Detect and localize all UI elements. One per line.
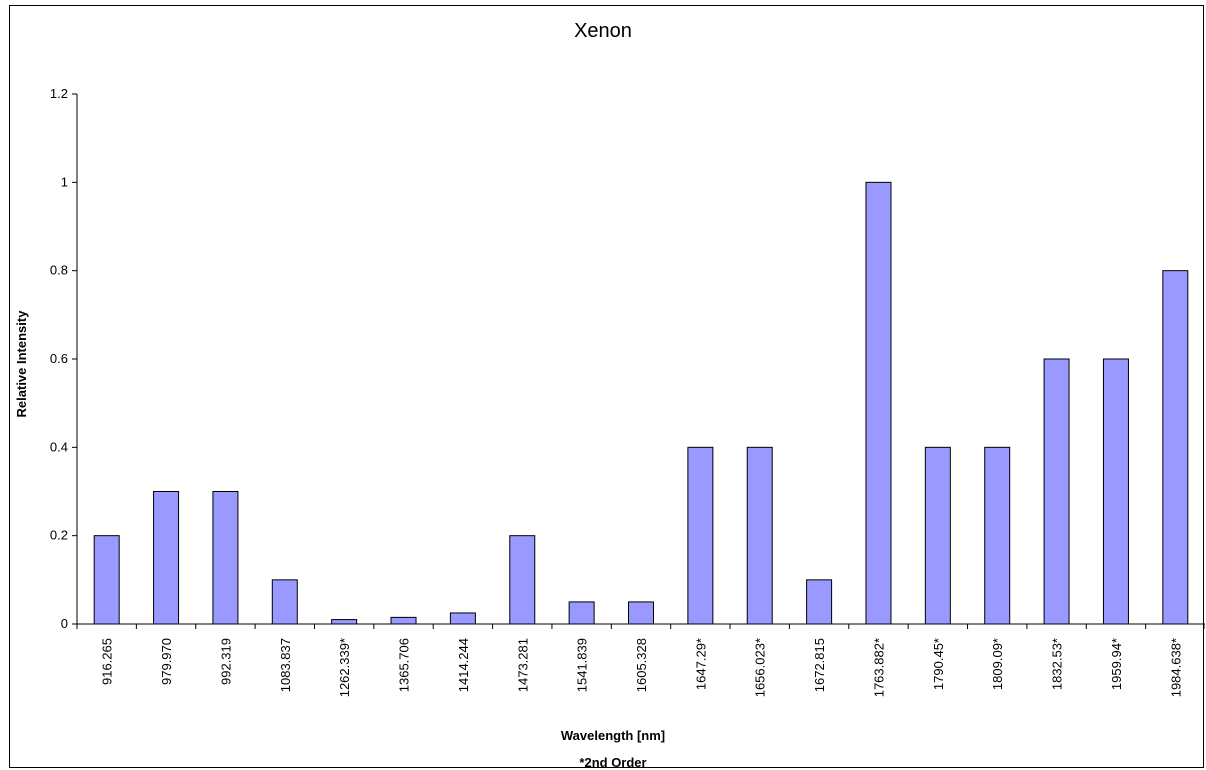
bar-1541.839 [568,601,595,625]
x-tick-label: 1647.29* [693,638,708,690]
bar-992.319 [212,491,239,625]
y-tick-label: 0.2 [50,528,68,543]
y-axis-title: Relative Intensity [14,310,29,418]
bar-1262.339* [331,619,358,625]
x-axis-title: Wavelength [nm] [561,728,665,743]
bar-1647.29* [687,446,714,625]
x-tick-label: 1605.328 [634,638,649,692]
x-tick-label: 1365.706 [397,638,412,692]
chart-canvas: Xenon Relative Intensity Wavelength [nm]… [14,20,1205,769]
x-tick-label: 1832.53* [1050,638,1065,690]
footnote: *2nd Order [579,755,646,769]
y-tick-label: 0.8 [50,263,68,278]
plot-area: 0 0.2 0.4 0.6 0.8 1 1.2 916.265 979.970 992.319 10… [50,86,1205,697]
chart-title: Xenon [574,20,632,42]
bar-1832.53* [1043,358,1070,625]
bar-1984.638* [1162,270,1189,625]
bar-916.265 [93,535,120,625]
bar-1672.815 [806,579,833,625]
y-tick-label: 1.2 [50,86,68,101]
bar-1473.281 [509,535,536,625]
bar-1790.45* [924,446,951,625]
x-tick-label: 1959.94* [1109,638,1124,690]
x-tick-label: 1763.882* [871,638,886,697]
bar-979.970 [153,491,180,625]
x-tick-label: 1414.244 [456,638,471,692]
bar-1656.023* [746,446,773,625]
x-tick-label: 1262.339* [337,638,352,697]
y-tick-label: 1 [61,174,68,189]
x-tick-label: 916.265 [100,638,115,685]
bar-1365.706 [390,616,417,625]
bar-1605.328 [628,601,654,625]
y-tick-label: 0.6 [50,351,68,366]
x-tick-label: 979.970 [159,638,174,685]
x-tick-label: 1083.837 [278,638,293,692]
y-tick-label: 0.4 [50,439,68,454]
x-tick-label: 1809.09* [990,638,1005,690]
bar-1763.882* [865,181,892,625]
bar-1959.94* [1102,358,1129,625]
x-tick-label: 1541.839 [575,638,590,692]
x-tick-label: 1984.638* [1168,638,1183,697]
x-tick-label: 1656.023* [753,638,768,697]
x-tick-label: 1790.45* [931,638,946,690]
y-tick-label: 0 [61,616,68,631]
bar-1414.244 [449,612,476,625]
chart-frame: Xenon Relative Intensity Wavelength [nm]… [9,5,1205,769]
x-tick-label: 1672.815 [812,638,827,692]
bar-1809.09* [984,446,1011,625]
bar-1083.837 [271,579,298,625]
x-tick-label: 1473.281 [515,638,530,692]
x-tick-label: 992.319 [218,638,233,685]
